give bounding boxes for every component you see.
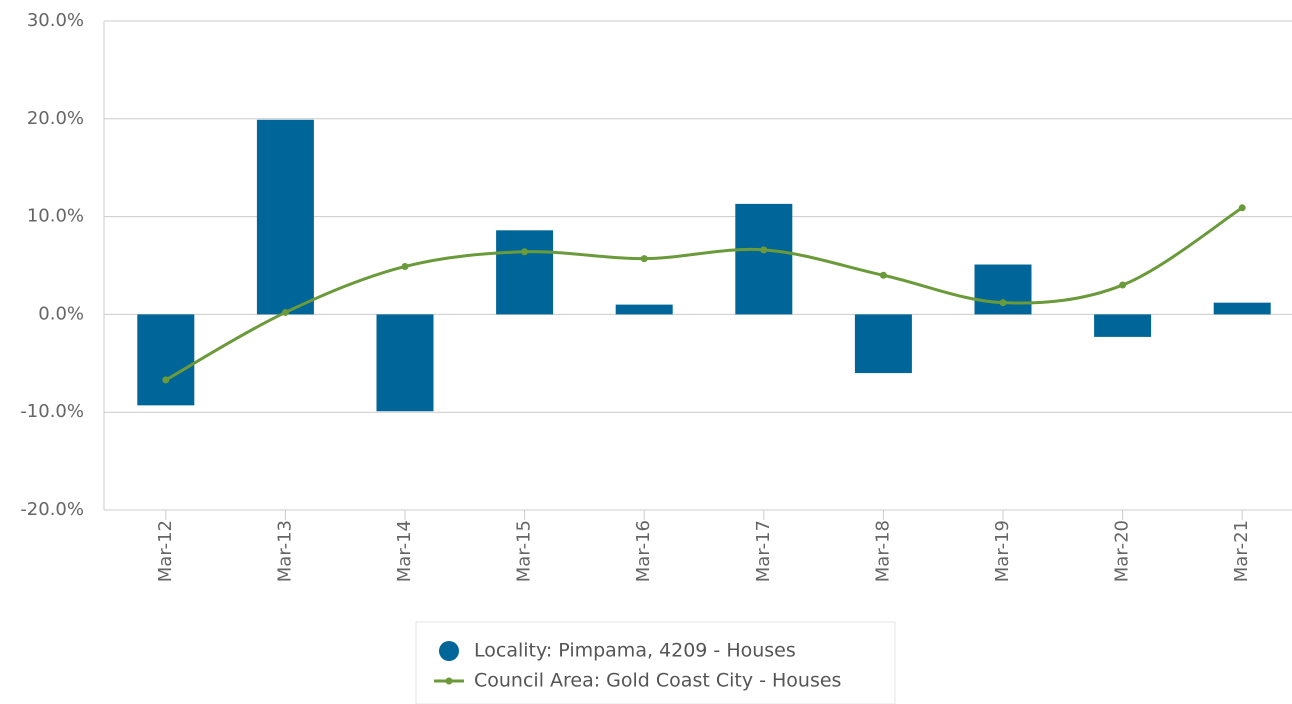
line-marker	[760, 246, 768, 254]
line-marker	[162, 376, 170, 384]
line-marker	[401, 262, 409, 270]
x-tick-label: Mar-16	[633, 520, 654, 582]
legend-box	[415, 621, 896, 704]
line-marker	[281, 308, 289, 316]
bar	[137, 314, 195, 406]
bar	[256, 119, 314, 315]
line-marker	[999, 299, 1007, 307]
y-tick-label: -10.0%	[20, 401, 84, 422]
bar	[735, 203, 793, 315]
legend: Locality: Pimpama, 4209 - Houses Council …	[415, 621, 896, 704]
bar	[615, 304, 673, 315]
y-tick-label: -20.0%	[20, 499, 84, 520]
legend-symbol	[445, 677, 453, 685]
legend-label: Locality: Pimpama, 4209 - Houses	[474, 640, 796, 662]
bar	[1213, 302, 1271, 315]
x-tick-label: Mar-17	[753, 520, 774, 582]
bar	[854, 314, 912, 374]
line-marker	[1119, 281, 1127, 289]
bar	[974, 264, 1032, 315]
line-marker	[879, 271, 887, 279]
x-tick-label: Mar-15	[514, 520, 535, 582]
x-tick-label: Mar-19	[992, 520, 1013, 582]
x-tick-label: Mar-18	[872, 520, 893, 582]
line-marker	[640, 255, 648, 263]
line-marker	[1238, 204, 1246, 212]
x-tick-label: Mar-20	[1112, 520, 1133, 582]
line-marker	[521, 248, 529, 256]
legend-symbol	[439, 641, 459, 661]
bar	[376, 314, 434, 412]
x-tick-label: Mar-13	[274, 520, 295, 582]
line	[165, 206, 1244, 382]
x-tick-label: Mar-21	[1231, 520, 1252, 582]
y-tick-label: 0.0%	[38, 303, 84, 324]
x-tick-label: Mar-12	[155, 520, 176, 582]
y-tick-label: 10.0%	[27, 206, 84, 227]
x-tick-label: Mar-14	[394, 520, 415, 582]
legend-label: Council Area: Gold Coast City - Houses	[474, 670, 841, 692]
y-tick-label: 30.0%	[27, 10, 84, 31]
bar	[1094, 314, 1152, 337]
bar	[496, 230, 554, 315]
y-tick-label: 20.0%	[27, 108, 84, 129]
